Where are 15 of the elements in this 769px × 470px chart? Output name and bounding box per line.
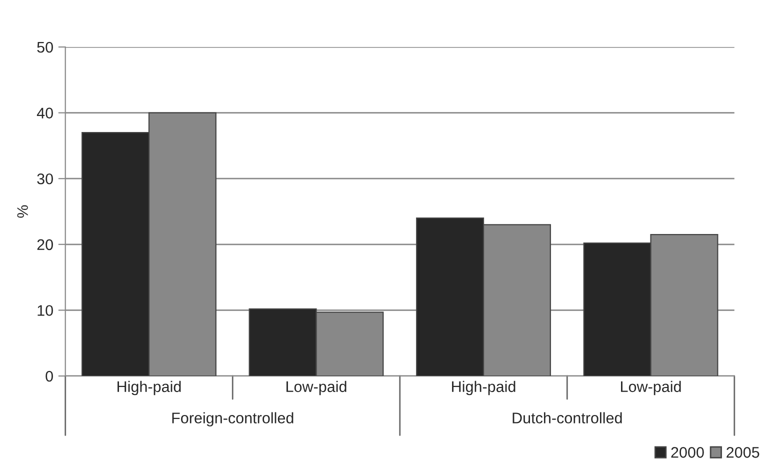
legend-label: 2005 <box>726 446 760 458</box>
y-tick-label: 20 <box>37 239 53 250</box>
y-tick-label: 50 <box>37 42 53 53</box>
x-tick-label: Low-paid <box>621 380 681 396</box>
text: Foreign-controlled <box>172 412 294 426</box>
y-axis-title: % <box>17 205 28 218</box>
y-tick-label: 30 <box>37 173 53 184</box>
x-tick-label: High-paid <box>118 380 181 396</box>
text: Dutch-controlled <box>512 412 622 424</box>
y-tick-label: 0 <box>46 370 53 382</box>
y-tick-label: 40 <box>36 108 53 118</box>
legend-label: 2000 <box>671 446 704 458</box>
y-tick-label: 10 <box>38 305 53 316</box>
x-tick-label: Low-paid <box>286 380 346 396</box>
x-tick-label: High-paid <box>452 380 516 396</box>
